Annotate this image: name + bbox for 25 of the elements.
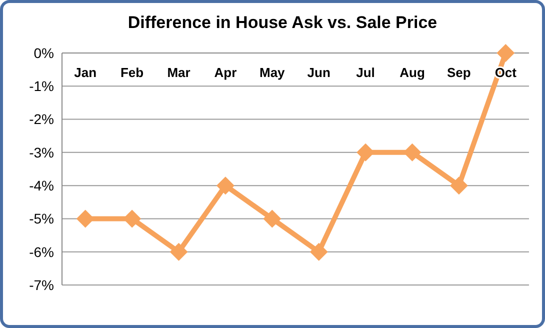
point xyxy=(496,44,515,62)
y-tick-label: -5% xyxy=(29,210,54,227)
chart-title: Difference in House Ask vs. Sale Price xyxy=(128,13,438,32)
y-tick-label: 0% xyxy=(34,44,54,61)
point xyxy=(123,210,142,228)
x-tick-label: Mar xyxy=(167,65,190,80)
x-tick-label: Feb xyxy=(120,65,144,80)
point xyxy=(263,210,282,228)
x-tick-label: Jun xyxy=(307,65,330,80)
x-tick-label: May xyxy=(260,65,286,80)
point xyxy=(170,242,188,261)
point xyxy=(216,176,234,195)
point xyxy=(310,242,328,261)
y-tick-label: -4% xyxy=(29,177,54,194)
x-tick-label: Aug xyxy=(400,65,425,80)
x-tick-label: Jan xyxy=(74,65,97,80)
x-tick-label: Apr xyxy=(214,65,237,80)
x-tick-label: Sep xyxy=(447,65,471,80)
x-tick-label: Jul xyxy=(356,65,375,80)
y-tick-label: -2% xyxy=(29,111,54,128)
point xyxy=(450,176,468,195)
y-tick-label: -6% xyxy=(29,244,54,260)
y-tick-label: -1% xyxy=(29,78,54,94)
y-tick-label: -3% xyxy=(29,144,54,160)
y-tick-label: -7% xyxy=(29,276,54,293)
